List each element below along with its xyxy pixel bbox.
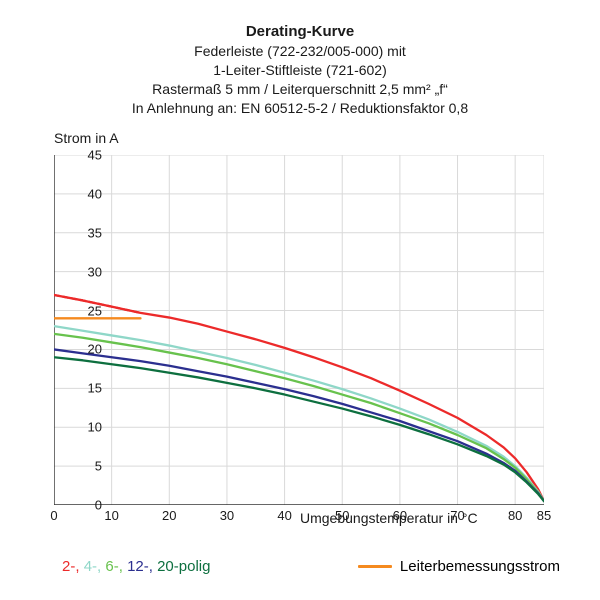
y-tick: 35 bbox=[62, 225, 102, 240]
chart-series bbox=[54, 295, 544, 501]
y-tick: 0 bbox=[62, 498, 102, 513]
legend-pole: 20- bbox=[157, 558, 179, 575]
x-tick: 0 bbox=[50, 508, 57, 523]
series-20-polig bbox=[54, 357, 544, 501]
x-tick: 10 bbox=[104, 508, 118, 523]
legend-pole: 12-, bbox=[127, 558, 157, 575]
legend-pole: 6-, bbox=[105, 558, 127, 575]
y-tick: 10 bbox=[62, 420, 102, 435]
chart-grid bbox=[54, 155, 544, 505]
title-block: Derating-Kurve Federleiste (722-232/005-… bbox=[0, 22, 600, 118]
x-tick: 80 bbox=[508, 508, 522, 523]
chart-axes bbox=[54, 155, 544, 505]
legend-pole: 4-, bbox=[84, 558, 106, 575]
derating-chart bbox=[54, 155, 544, 505]
y-tick: 5 bbox=[62, 459, 102, 474]
y-tick: 25 bbox=[62, 303, 102, 318]
y-tick: 40 bbox=[62, 186, 102, 201]
page: Derating-Kurve Federleiste (722-232/005-… bbox=[0, 0, 600, 600]
y-tick: 15 bbox=[62, 381, 102, 396]
x-tick: 85 bbox=[537, 508, 551, 523]
title-main: Derating-Kurve bbox=[0, 22, 600, 42]
legend-poles-suffix: polig bbox=[179, 558, 211, 575]
title-line2: 1-Leiter-Stiftleiste (721-602) bbox=[0, 61, 600, 80]
legend-rated-label: Leiterbemessungsstrom bbox=[400, 558, 560, 575]
y-axis-label: Strom in A bbox=[54, 130, 119, 146]
x-tick: 30 bbox=[220, 508, 234, 523]
x-tick: 20 bbox=[162, 508, 176, 523]
y-tick: 30 bbox=[62, 264, 102, 279]
legend-poles: 2-, 4-, 6-, 12-, 20-polig bbox=[62, 558, 210, 575]
legend: 2-, 4-, 6-, 12-, 20-polig Leiterbemessun… bbox=[0, 558, 600, 575]
title-line3: Rastermaß 5 mm / Leiterquerschnitt 2,5 m… bbox=[0, 80, 600, 99]
x-axis-label: Umgebungstemperatur in °C bbox=[300, 510, 478, 526]
y-tick: 45 bbox=[62, 148, 102, 163]
legend-rated-line bbox=[358, 565, 392, 568]
y-tick: 20 bbox=[62, 342, 102, 357]
legend-pole: 2-, bbox=[62, 558, 84, 575]
x-tick: 40 bbox=[277, 508, 291, 523]
title-line1: Federleiste (722-232/005-000) mit bbox=[0, 42, 600, 61]
title-line4: In Anlehnung an: EN 60512-5-2 / Reduktio… bbox=[0, 99, 600, 118]
legend-rated: Leiterbemessungsstrom bbox=[358, 558, 560, 575]
